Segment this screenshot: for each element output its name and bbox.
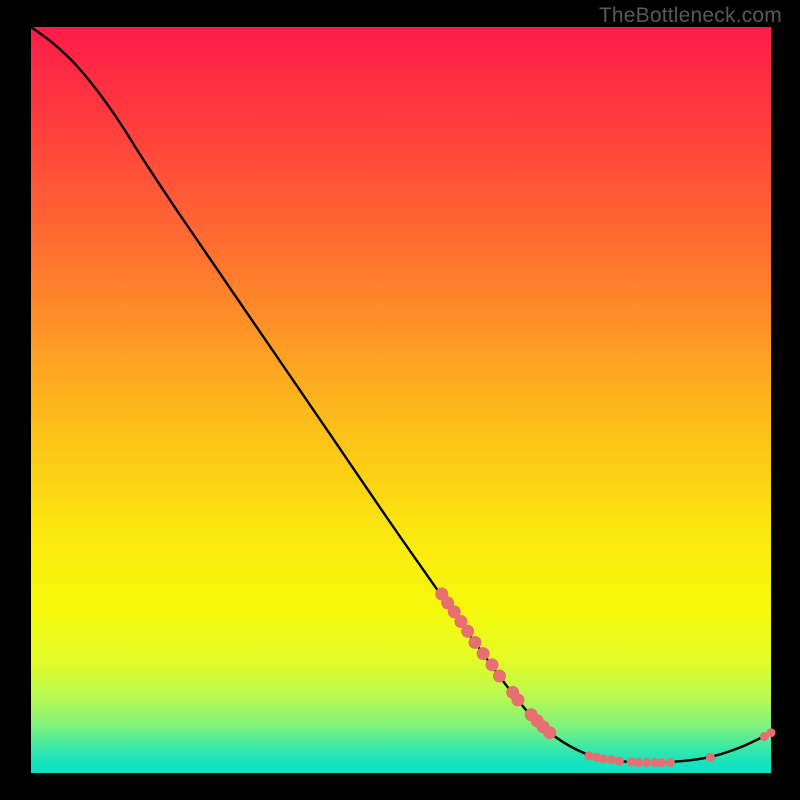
plot-area [31, 27, 771, 773]
curve-marker [477, 647, 490, 660]
curve-marker [706, 753, 715, 762]
curve-marker [767, 728, 776, 737]
curve-marker [642, 758, 651, 767]
curve-marker [584, 751, 593, 760]
curve-marker [615, 757, 624, 766]
curve-marker [461, 625, 474, 638]
watermark-text: TheBottleneck.com [599, 4, 782, 28]
curve-marker [607, 755, 616, 764]
curve-layer [31, 27, 771, 773]
curve-marker [486, 658, 499, 671]
curve-marker [469, 636, 482, 649]
curve-marker [657, 758, 666, 767]
chart-stage: TheBottleneck.com [0, 0, 800, 800]
curve-marker [511, 693, 524, 706]
bottleneck-curve [31, 27, 771, 763]
curve-marker [493, 670, 506, 683]
curve-marker [634, 758, 643, 767]
curve-marker [666, 758, 675, 767]
curve-marker [599, 754, 608, 763]
curve-markers [435, 587, 775, 767]
curve-marker [543, 726, 556, 739]
